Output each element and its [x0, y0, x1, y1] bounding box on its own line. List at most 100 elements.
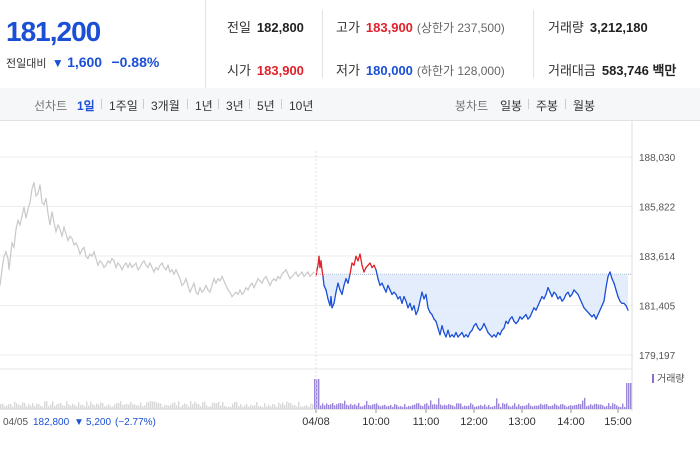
- volume-bar: [610, 406, 612, 409]
- volume-bar: [426, 403, 428, 409]
- today-series-segment: [316, 264, 319, 271]
- volume-bar: [344, 400, 346, 409]
- volume-bar: [20, 405, 22, 409]
- volume-bar: [394, 404, 396, 409]
- tab-1week[interactable]: 1주일: [109, 99, 138, 113]
- volume-bar: [138, 405, 140, 409]
- volume-bar: [428, 405, 430, 409]
- volume-bar: [492, 406, 494, 409]
- volume-bar: [64, 405, 66, 409]
- previous-day-series: [0, 182, 315, 298]
- volume-legend-label: 거래량: [657, 373, 685, 385]
- today-series-segment: [320, 260, 323, 271]
- volume-bar: [84, 406, 86, 409]
- volume-bar: [46, 401, 48, 409]
- volume-bar: [66, 401, 68, 409]
- today-series-segment: [335, 282, 339, 293]
- footer-change: 5,200: [86, 417, 111, 428]
- volume-bar: [54, 405, 56, 409]
- volume-bar: [402, 406, 404, 409]
- volume-bar: [362, 406, 364, 409]
- volume-bar: [612, 403, 614, 409]
- volume-bar: [464, 405, 466, 409]
- volume-bar: [568, 405, 570, 409]
- today-series-segment: [359, 253, 363, 266]
- volume-bar: [262, 406, 264, 409]
- tab-daily-candle[interactable]: 일봉: [500, 99, 523, 113]
- tab-10years[interactable]: 10년: [289, 99, 314, 113]
- today-series-segment: [543, 293, 547, 300]
- volume-bar: [100, 402, 102, 409]
- volume-bar: [310, 403, 312, 409]
- volume-bar: [258, 406, 260, 409]
- tab-monthly-candle[interactable]: 월봉: [573, 99, 596, 113]
- today-series-segment: [467, 331, 471, 338]
- volume-bar: [466, 406, 468, 409]
- today-series-segment: [395, 293, 399, 300]
- today-series-segment: [381, 282, 385, 289]
- intraday-price-chart: 188,030 185,822 183,614 181,405 179,197 04/0…: [0, 121, 685, 428]
- volume-bar: [486, 406, 488, 409]
- today-series-segment: [545, 287, 549, 296]
- volume-bar: [312, 404, 314, 409]
- volume-bar: [440, 404, 442, 409]
- volume-bar: [572, 405, 574, 409]
- stat-volume: 거래량 3,212,180: [548, 20, 648, 35]
- tab-1year[interactable]: 1년: [195, 99, 213, 113]
- volume-bar: [436, 404, 438, 409]
- volume-bar: [300, 406, 302, 409]
- today-series-segment: [617, 296, 621, 302]
- today-series-segment: [539, 296, 543, 302]
- tab-1day[interactable]: 1일: [77, 99, 95, 113]
- volume-bar: [574, 405, 576, 409]
- volume-bar: [88, 405, 90, 409]
- volume-bar: [336, 404, 338, 409]
- volume-bar: [472, 404, 474, 409]
- volume-bar: [140, 402, 142, 409]
- volume-bar: [390, 404, 392, 409]
- tab-3months[interactable]: 3개월: [151, 99, 180, 113]
- volume-bar: [364, 404, 366, 409]
- volume-bar: [28, 404, 30, 409]
- volume-bar: [120, 401, 122, 409]
- volume-bar: [524, 405, 526, 409]
- volume-bar: [76, 406, 78, 409]
- volume-bar: [164, 405, 166, 409]
- quote-stats: 전일 182,800 고가 183,900 (상한가 237,500) 거래량 3,21…: [205, 0, 700, 88]
- volume-bar: [544, 404, 546, 409]
- change-label: 전일대비: [6, 58, 47, 70]
- volume-bar: [286, 401, 288, 409]
- today-series-segment: [535, 304, 539, 311]
- volume-bar: [280, 404, 282, 409]
- tab-3years[interactable]: 3년: [226, 99, 244, 113]
- volume-bar: [256, 402, 258, 409]
- volume-bar: [232, 403, 234, 409]
- volume-bar: [356, 405, 358, 409]
- volume-bar: [414, 404, 416, 409]
- volume-bar: [42, 406, 44, 409]
- volume-bar: [484, 404, 486, 409]
- today-series-segment: [413, 304, 417, 316]
- tab-5years[interactable]: 5년: [257, 99, 275, 113]
- x-tick-label: 13:00: [508, 416, 536, 428]
- volume-bar: [422, 406, 424, 409]
- volume-bar: [170, 404, 172, 409]
- today-series-segment: [511, 316, 515, 322]
- volume-bar: [200, 406, 202, 409]
- volume-bar: [282, 402, 284, 409]
- today-series-segment: [455, 331, 459, 338]
- volume-bar: [532, 406, 534, 409]
- volume-bar: [584, 397, 586, 409]
- tab-weekly-candle[interactable]: 주봉: [536, 99, 559, 113]
- volume-bar: [172, 402, 174, 409]
- volume-bar: [380, 406, 382, 409]
- volume-bar: [226, 406, 228, 409]
- today-series-segment: [609, 271, 613, 280]
- volume-bar: [526, 404, 528, 409]
- volume-bar: [608, 403, 610, 409]
- line-chart-label: 선차트: [34, 99, 68, 113]
- volume-bar: [130, 401, 132, 409]
- volume-bar: [326, 403, 328, 409]
- volume-bar: [268, 404, 270, 409]
- volume-bar: [106, 405, 108, 409]
